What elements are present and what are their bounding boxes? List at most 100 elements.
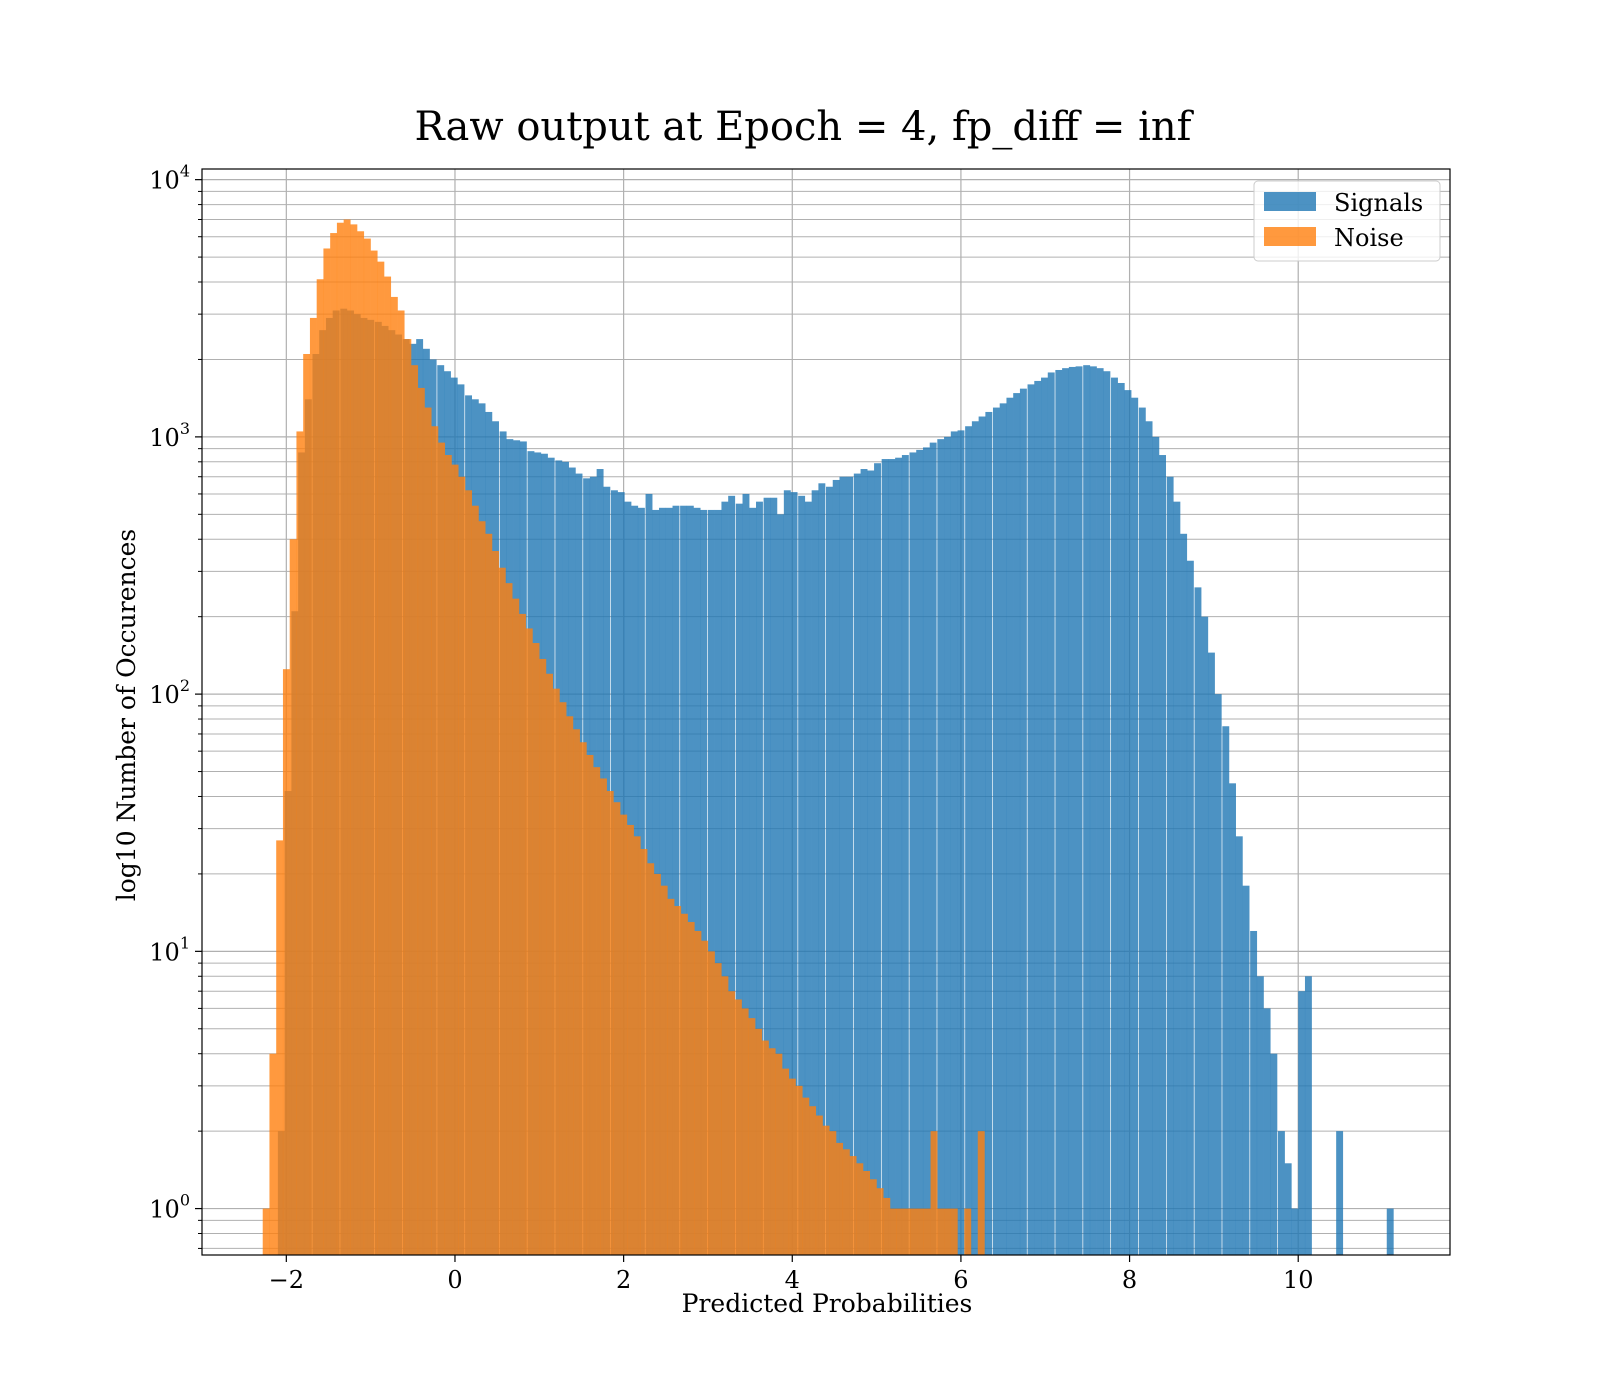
histogram-bar-signals [999,403,1007,1255]
histogram-bar-noise [377,261,385,1255]
histogram-bar-noise [559,702,567,1255]
histogram-bar-signals [1166,476,1174,1255]
histogram-bar-signals [895,457,903,1255]
histogram-bar-signals [1229,783,1236,1255]
x-tick-label: −2 [269,1266,304,1294]
histogram-bar-signals [1235,836,1243,1255]
histogram-bar-signals [1180,533,1188,1255]
histogram-bar-noise [647,863,655,1255]
histogram-bar-signals [1117,382,1125,1255]
histogram-bar-signals [1047,372,1055,1256]
histogram-bar-noise [350,224,358,1255]
histogram-bar-noise [890,1208,898,1255]
histogram-bar-noise [701,940,709,1255]
histogram-bar-noise [370,250,378,1255]
histogram-bar-signals [1304,976,1312,1255]
histogram-bar-noise [944,1208,951,1255]
histogram-bar-noise [721,976,729,1255]
x-tick-label: 6 [953,1266,968,1294]
histogram-bar-noise [444,455,452,1256]
histogram-bar-signals [1124,390,1132,1256]
plot-frame [201,168,1451,1256]
histogram-bar-noise [977,1131,985,1255]
histogram-bar-signals [1083,365,1091,1255]
y-tick-label: 104 [149,162,190,195]
legend-label-noise: Noise [1334,224,1404,252]
histogram-bar-noise [802,1097,810,1255]
histogram-bar-noise [505,583,513,1255]
histogram-bar-noise [707,951,715,1255]
histogram-bar-signals [1186,560,1194,1255]
histogram-bar-noise [336,222,344,1256]
histogram-bar-signals [721,501,729,1255]
histogram-bar-noise [316,279,324,1255]
histogram-bar-signals [1201,616,1209,1255]
histogram-bar-noise [964,1208,972,1255]
histogram-bar-noise [863,1170,871,1255]
histogram-bar-signals [1270,1053,1278,1255]
histogram-bar-signals [770,497,778,1255]
histogram-bar-signals [693,507,701,1255]
histogram-bar-noise [694,930,702,1255]
histogram-bar-noise [626,824,634,1255]
histogram-bar-signals [1006,397,1014,1255]
histogram-bar-signals [1103,371,1111,1255]
histogram-bar-noise [471,505,479,1255]
histogram-bar-signals [944,436,951,1255]
histogram-bar-noise [660,885,668,1255]
legend-label-signals: Signals [1334,189,1423,217]
histogram-bar-signals [1111,377,1118,1256]
histogram-bar-noise [640,848,648,1255]
histogram-bar-noise [417,387,425,1255]
histogram-bar-noise [653,873,661,1255]
histogram-bar-signals [1062,368,1070,1255]
histogram-bar-signals [832,479,840,1255]
histogram-bar-noise [755,1028,763,1255]
histogram-bar-signals [888,459,896,1256]
histogram-bar-signals [1027,384,1035,1255]
histogram-bar-signals [867,470,875,1255]
y-tick-label: 100 [149,1191,190,1224]
histogram-bar-noise [896,1208,904,1255]
histogram-bar-noise [782,1068,790,1255]
histogram-bar-signals [950,431,958,1255]
histogram-bar-signals [1336,1131,1344,1255]
histogram-bar-noise [815,1115,823,1255]
histogram-bar-noise [910,1208,918,1255]
histogram-bar-noise [539,658,547,1255]
histogram-bar-signals [1222,726,1230,1255]
x-tick-label: 4 [785,1266,800,1294]
y-tick-label: 102 [149,676,190,709]
y-tick-label: 103 [149,419,190,452]
histogram-bar-signals [804,501,812,1255]
histogram-bar-signals [978,416,986,1255]
histogram-bar-noise [600,778,607,1255]
histogram-bar-signals [1284,1163,1292,1255]
histogram-bar-noise [761,1040,769,1255]
histogram-bar-noise [775,1053,783,1255]
histogram-bar-signals [818,483,826,1255]
histogram-bar-signals [922,447,930,1256]
histogram-bar-noise [397,310,405,1255]
histogram-bar-signals [790,492,798,1255]
histogram-bar-signals [798,495,806,1256]
histogram-bar-noise [357,231,365,1256]
histogram-bar-signals [1298,991,1306,1255]
histogram-bar-noise [343,219,351,1255]
histogram-bar-signals [937,439,945,1255]
histogram-bar-noise [795,1085,803,1255]
histogram-bar-signals [1159,455,1166,1256]
histogram-bar-noise [687,922,695,1255]
histogram-bar-signals [881,459,889,1256]
histogram-bar-noise [917,1208,924,1255]
histogram-bar-noise [714,963,722,1255]
histogram-bar-noise [869,1179,877,1255]
histogram-bar-signals [777,514,785,1255]
histogram-bar-signals [756,501,763,1255]
x-tick-label: 10 [1283,1266,1314,1294]
histogram-bar-noise [390,296,398,1255]
histogram-bar-signals [811,490,819,1255]
histogram-bar-noise [498,567,506,1255]
histogram-bar-signals [1173,501,1181,1255]
histogram-bar-signals [783,490,791,1255]
